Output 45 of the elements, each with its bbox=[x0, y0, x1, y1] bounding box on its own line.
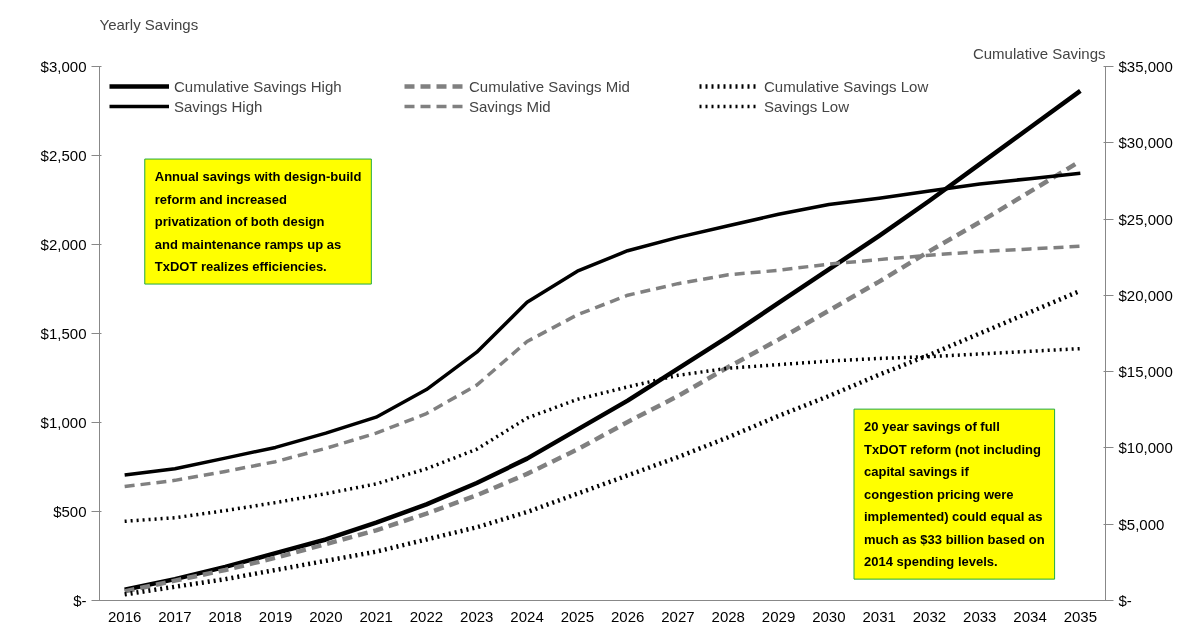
x-tick-label: 2022 bbox=[409, 607, 444, 625]
y2-axis-title: Cumulative Savings bbox=[972, 44, 1106, 62]
y2-tick-label: $5,000 bbox=[1118, 515, 1165, 533]
y2-tick-label: $10,000 bbox=[1118, 439, 1173, 457]
y2-tick-label: $20,000 bbox=[1118, 286, 1173, 304]
legend-label: Savings Mid bbox=[469, 97, 552, 115]
x-tick-label: 2032 bbox=[912, 607, 947, 625]
y2-tick-label: $35,000 bbox=[1118, 58, 1173, 75]
x-tick-label: 2025 bbox=[560, 607, 595, 625]
x-tick-label: 2034 bbox=[1013, 607, 1047, 625]
x-tick-label: 2019 bbox=[258, 607, 293, 625]
y-tick-label: $1,000 bbox=[40, 414, 87, 431]
legend-label: Savings Low bbox=[764, 97, 851, 115]
x-tick-label: 2035 bbox=[1063, 607, 1098, 625]
x-tick-label: 2017 bbox=[158, 607, 192, 625]
annotation: Annual savings with design-build reform and increased privatization of both design and maintenance ramps up as TxDOT realizes efficiencies. bbox=[154, 169, 362, 275]
x-tick-label: 2031 bbox=[862, 607, 896, 625]
y2-tick-label: $25,000 bbox=[1118, 210, 1173, 228]
y-axis-title: Yearly Savings bbox=[99, 15, 199, 33]
x-tick-label: 2016 bbox=[107, 607, 142, 625]
x-tick-label: 2018 bbox=[208, 607, 242, 625]
x-tick-label: 2026 bbox=[610, 607, 645, 625]
legend-label: Savings High bbox=[174, 97, 264, 115]
legend-label: Cumulative Savings Low bbox=[764, 77, 930, 95]
x-tick-label: 2027 bbox=[661, 607, 695, 625]
x-tick-label: 2028 bbox=[711, 607, 745, 625]
y2-tick-label: $15,000 bbox=[1118, 363, 1173, 381]
y2-tick-label: $- bbox=[1118, 592, 1132, 609]
y-tick-label: $2,500 bbox=[40, 147, 87, 164]
y-tick-label: $500 bbox=[53, 503, 87, 520]
x-tick-label: 2033 bbox=[963, 607, 997, 625]
x-tick-label: 2024 bbox=[510, 607, 544, 625]
x-tick-label: 2030 bbox=[812, 607, 846, 625]
y-tick-label: $3,000 bbox=[40, 58, 87, 75]
x-tick-label: 2029 bbox=[761, 607, 796, 625]
legend-label: Cumulative Savings High bbox=[174, 77, 343, 95]
y-tick-label: $2,000 bbox=[40, 236, 87, 253]
y-tick-label: $- bbox=[73, 592, 87, 609]
annotation: 20 year savings of full TxDOT reform (not including capital savings if congestion pricing were implemented) could equal as much as $33 billion based on 2014 spending levels. bbox=[864, 419, 1045, 570]
y2-tick-label: $30,000 bbox=[1118, 134, 1173, 152]
y-tick-label: $1,500 bbox=[40, 325, 87, 342]
x-tick-label: 2021 bbox=[359, 607, 393, 625]
legend-label: Cumulative Savings Mid bbox=[469, 77, 631, 95]
x-tick-label: 2020 bbox=[309, 607, 343, 625]
x-tick-label: 2023 bbox=[460, 607, 494, 625]
